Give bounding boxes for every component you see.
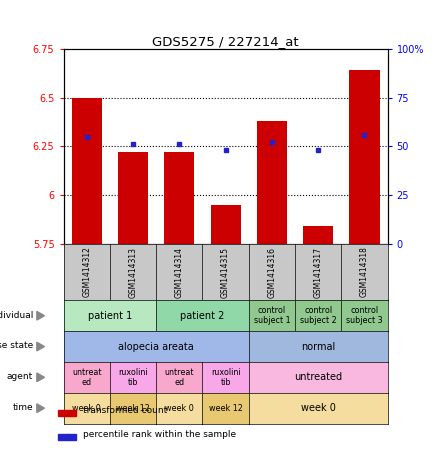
Bar — [350, 70, 379, 244]
Text: untreat
ed: untreat ed — [165, 368, 194, 387]
Text: week 12: week 12 — [208, 404, 243, 413]
Text: time: time — [12, 403, 33, 412]
Text: GSM1414315: GSM1414315 — [221, 246, 230, 298]
Bar — [118, 152, 148, 244]
Text: GSM1414312: GSM1414312 — [82, 246, 91, 298]
Text: week 0: week 0 — [72, 404, 101, 413]
Text: ruxolini
tib: ruxolini tib — [211, 368, 240, 387]
Text: normal: normal — [301, 342, 336, 352]
Text: transformed count: transformed count — [83, 406, 167, 415]
Bar — [257, 121, 287, 244]
Text: individual: individual — [0, 311, 33, 320]
Text: alopecia areata: alopecia areata — [118, 342, 194, 352]
Bar — [58, 434, 76, 440]
Text: GSM1414314: GSM1414314 — [175, 246, 184, 298]
Polygon shape — [37, 404, 44, 413]
Text: week 12: week 12 — [116, 404, 150, 413]
Text: week 0: week 0 — [301, 403, 336, 413]
Text: untreated: untreated — [294, 372, 342, 382]
Text: patient 2: patient 2 — [180, 311, 225, 321]
Text: percentile rank within the sample: percentile rank within the sample — [83, 430, 236, 439]
Polygon shape — [37, 311, 44, 320]
Text: agent: agent — [7, 372, 33, 381]
Text: GSM1414313: GSM1414313 — [128, 246, 138, 298]
Text: GSM1414316: GSM1414316 — [267, 246, 276, 298]
Text: untreat
ed: untreat ed — [72, 368, 102, 387]
Text: control
subject 1: control subject 1 — [254, 306, 290, 325]
Text: disease state: disease state — [0, 342, 33, 351]
Polygon shape — [37, 342, 44, 351]
Bar — [303, 226, 333, 244]
Bar — [71, 97, 102, 244]
Text: patient 1: patient 1 — [88, 311, 132, 321]
Bar — [164, 152, 194, 244]
Text: week 0: week 0 — [165, 404, 194, 413]
Bar — [211, 205, 240, 244]
Text: control
subject 2: control subject 2 — [300, 306, 336, 325]
Text: control
subject 3: control subject 3 — [346, 306, 383, 325]
Polygon shape — [37, 373, 44, 382]
Text: GSM1414317: GSM1414317 — [314, 246, 323, 298]
Text: ruxolini
tib: ruxolini tib — [118, 368, 148, 387]
Text: GSM1414318: GSM1414318 — [360, 246, 369, 298]
Bar — [58, 410, 76, 416]
Title: GDS5275 / 227214_at: GDS5275 / 227214_at — [152, 35, 299, 48]
